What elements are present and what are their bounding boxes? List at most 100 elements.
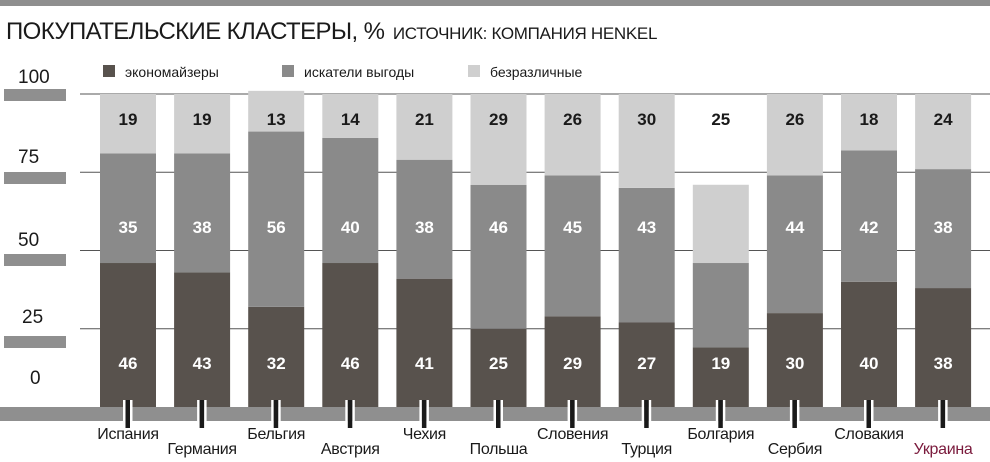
bar-segment-1 <box>174 272 231 407</box>
bar-segment-3 <box>322 94 379 138</box>
data-label: 56 <box>267 218 286 237</box>
tick-gap <box>648 400 652 421</box>
data-label: 43 <box>193 354 212 373</box>
data-label: 35 <box>119 218 138 237</box>
tick-gap <box>345 400 348 421</box>
data-label: 40 <box>860 354 879 373</box>
bar-segment-1 <box>766 313 823 407</box>
bar-segment-3 <box>692 184 749 264</box>
bar-segment-1 <box>692 347 749 407</box>
ytick-band <box>4 254 66 266</box>
chart-header: ПОКУПАТЕЛЬСКИЕ КЛАСТЕРЫ, % ИСТОЧНИК: КОМ… <box>6 18 657 46</box>
bar-segment-3 <box>915 94 972 170</box>
category-label: Украина <box>914 441 973 458</box>
bar-segment-1 <box>100 263 156 407</box>
data-label: 29 <box>489 110 508 129</box>
tick-gap <box>419 400 422 421</box>
data-label: 46 <box>341 354 360 373</box>
bar-segment-3 <box>618 94 675 188</box>
tick-gap <box>130 400 133 421</box>
bar-segment-3 <box>248 90 305 132</box>
bar-segment-3 <box>396 94 453 160</box>
bar-segment-3 <box>174 94 231 154</box>
data-label: 38 <box>193 218 212 237</box>
data-label: 46 <box>119 354 138 373</box>
chart-source: ИСТОЧНИК: КОМПАНИЯ HENKEL <box>392 24 658 43</box>
tick-mark <box>644 400 649 428</box>
tick-gap <box>123 400 126 421</box>
data-label: 13 <box>267 110 286 129</box>
data-label: 46 <box>489 218 508 237</box>
data-label: 19 <box>711 354 730 373</box>
bar-segment-3 <box>841 94 897 151</box>
tick-gap <box>945 400 948 421</box>
data-label: 24 <box>934 110 953 129</box>
tick-gap <box>204 400 207 421</box>
tick-gap <box>500 400 503 421</box>
category-label: Польша <box>470 441 528 458</box>
bar-segment-2 <box>841 150 897 282</box>
bar-segment-3 <box>544 94 601 176</box>
bar-segment-2 <box>692 263 749 348</box>
data-label: 30 <box>637 110 656 129</box>
tick-gap <box>789 400 793 421</box>
data-label: 19 <box>119 110 138 129</box>
bar-segment-1 <box>322 263 379 407</box>
data-label: 14 <box>341 110 360 129</box>
ytick-label: 100 <box>18 67 50 88</box>
tick-gap <box>574 400 578 421</box>
legend-swatch <box>282 65 294 77</box>
data-label: 38 <box>415 218 434 237</box>
tick-mark <box>496 400 501 428</box>
tick-mark <box>421 400 427 428</box>
tick-gap <box>715 400 719 421</box>
category-label: Испания <box>97 426 158 443</box>
tick-mark <box>347 400 353 428</box>
category-label: Сербия <box>768 441 822 458</box>
bar-segment-3 <box>766 94 823 176</box>
category-label: Австрия <box>321 441 380 458</box>
tick-gap <box>352 400 355 421</box>
data-label: 30 <box>785 354 804 373</box>
data-label: 26 <box>563 110 582 129</box>
data-label: 26 <box>785 110 804 129</box>
data-label: 25 <box>711 110 730 129</box>
tick-gap <box>871 400 874 421</box>
data-label: 42 <box>860 218 879 237</box>
tick-gap <box>271 400 274 421</box>
bar-segment-1 <box>915 288 972 407</box>
data-label: 21 <box>415 110 434 129</box>
tick-mark <box>940 400 946 428</box>
tick-mark <box>792 400 797 428</box>
data-label: 38 <box>934 218 953 237</box>
tick-gap <box>567 400 571 421</box>
data-label: 29 <box>563 354 582 373</box>
tick-gap <box>796 400 800 421</box>
ytick-label: 50 <box>18 230 39 251</box>
bar-segment-2 <box>618 187 675 323</box>
data-label: 38 <box>934 354 953 373</box>
bar-segment-1 <box>544 316 601 407</box>
data-label: 25 <box>489 354 508 373</box>
data-label: 32 <box>267 354 286 373</box>
category-label: Бельгия <box>247 426 305 443</box>
legend-swatch <box>103 65 115 77</box>
category-label: Турция <box>621 441 672 458</box>
bar-segment-1 <box>618 322 675 407</box>
ytick-label: 0 <box>30 368 41 389</box>
bar-segment-2 <box>248 131 305 307</box>
bar-segment-1 <box>470 328 527 407</box>
top-rule <box>0 0 990 6</box>
category-label: Словакия <box>834 426 903 443</box>
tick-gap <box>278 400 281 421</box>
ytick-label: 25 <box>22 307 43 328</box>
bar-segment-2 <box>544 175 601 317</box>
category-label: Германия <box>167 441 236 458</box>
data-label: 27 <box>637 354 656 373</box>
bar-segment-2 <box>470 184 527 329</box>
bar-segment-3 <box>100 94 156 154</box>
bar-segment-1 <box>396 278 453 407</box>
legend-swatch <box>468 65 480 77</box>
chart-title: ПОКУПАТЕЛЬСКИЕ КЛАСТЕРЫ, % <box>6 18 385 45</box>
tick-mark <box>570 400 575 428</box>
